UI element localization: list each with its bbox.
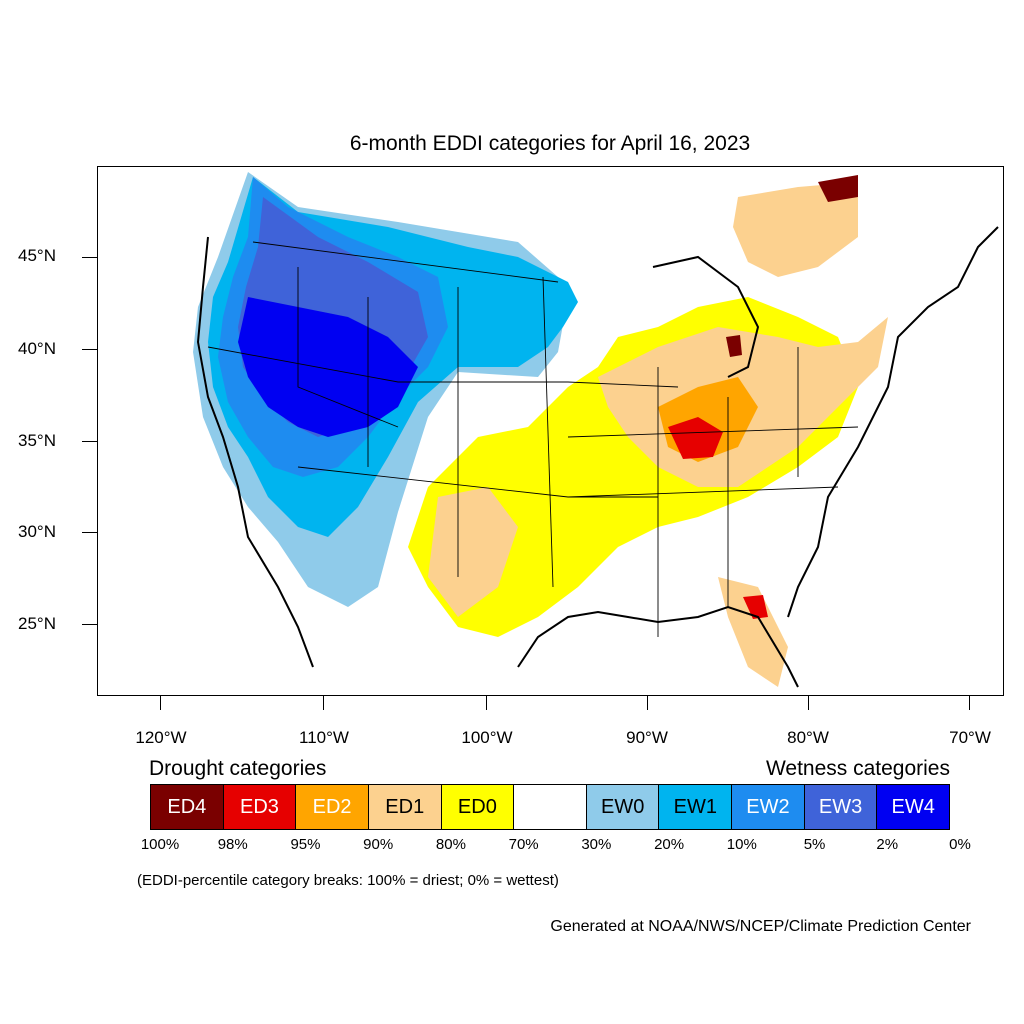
legend-category-ew0: EW0	[586, 785, 660, 829]
map-title: 6-month EDDI categories for April 16, 20…	[349, 132, 751, 155]
legend-category-ew1: EW1	[659, 785, 733, 829]
lon-label-70w: 70°W	[949, 728, 991, 747]
lat-tick	[82, 349, 97, 351]
legend-break-label: 5%	[803, 836, 826, 853]
category-note: (EDDI-percentile category breaks: 100% =…	[137, 872, 559, 889]
region-ed1-florida	[718, 577, 788, 687]
wetness-heading: Wetness categories	[765, 757, 950, 780]
legend-break-label: 80%	[435, 836, 466, 853]
region-ed1-north	[733, 182, 858, 277]
region-ed3-florida	[743, 595, 768, 619]
lon-tick	[160, 696, 162, 710]
lat-label-25n: 25°N	[18, 614, 56, 633]
lat-label-35n: 35°N	[18, 431, 56, 450]
map-frame	[97, 166, 1004, 696]
legend-category-ed2: ED2	[296, 785, 369, 829]
eddi-map	[193, 172, 999, 688]
lon-label-110w: 110°W	[299, 728, 349, 747]
legend-break-label: 90%	[363, 836, 394, 853]
region-ed4-quebec	[818, 175, 858, 202]
legend-break-label: 20%	[654, 836, 685, 853]
lon-label-100w: 100°W	[461, 728, 513, 747]
region-ed3-kentucky	[668, 417, 723, 459]
legend-category-ed3: ED3	[223, 785, 297, 829]
legend-break-label: 95%	[290, 836, 321, 853]
map-regions	[193, 172, 888, 687]
legend-break-label: 2%	[876, 836, 899, 853]
legend-category-ew4: EW4	[877, 785, 950, 829]
lon-tick	[323, 696, 325, 710]
lon-label-120w: 120°W	[135, 728, 187, 747]
legend-category-ed0: ED0	[441, 785, 515, 829]
lat-tick	[82, 441, 97, 443]
lon-tick	[486, 696, 488, 710]
lon-tick	[647, 696, 649, 710]
lat-tick	[82, 532, 97, 534]
drought-heading: Drought categories	[149, 757, 327, 780]
lon-tick	[808, 696, 810, 710]
legend-category-neutral	[514, 785, 587, 829]
lon-label-80w: 80°W	[787, 728, 829, 747]
lat-tick	[82, 624, 97, 626]
legend-category-ew3: EW3	[804, 785, 878, 829]
lat-label-45n: 45°N	[18, 246, 56, 265]
state-borders	[207, 241, 859, 637]
legend-category-ew2: EW2	[732, 785, 805, 829]
legend-break-label: 98%	[217, 836, 248, 853]
region-ed4-michigan	[726, 335, 742, 357]
lat-label-30n: 30°N	[18, 522, 56, 541]
lat-tick	[82, 257, 97, 259]
legend-break-label: 30%	[581, 836, 612, 853]
region-ed1-southwest	[428, 487, 518, 617]
legend-break-label: 10%	[726, 836, 757, 853]
legend-color-bar: ED4 ED3 ED2 ED1 ED0 EW0 EW1 EW2 EW3 EW4	[150, 784, 950, 830]
legend-break-label: 70%	[508, 836, 539, 853]
legend-break-label: 100%	[140, 836, 180, 853]
legend-category-ed1: ED1	[368, 785, 442, 829]
legend-break-label: 0%	[949, 836, 971, 853]
region-ew4-core	[238, 297, 418, 437]
lon-label-90w: 90°W	[626, 728, 668, 747]
lat-label-40n: 40°N	[18, 339, 56, 358]
legend-category-ed4: ED4	[151, 785, 224, 829]
lon-tick	[969, 696, 971, 710]
credit-text: Generated at NOAA/NWS/NCEP/Climate Predi…	[550, 918, 971, 935]
